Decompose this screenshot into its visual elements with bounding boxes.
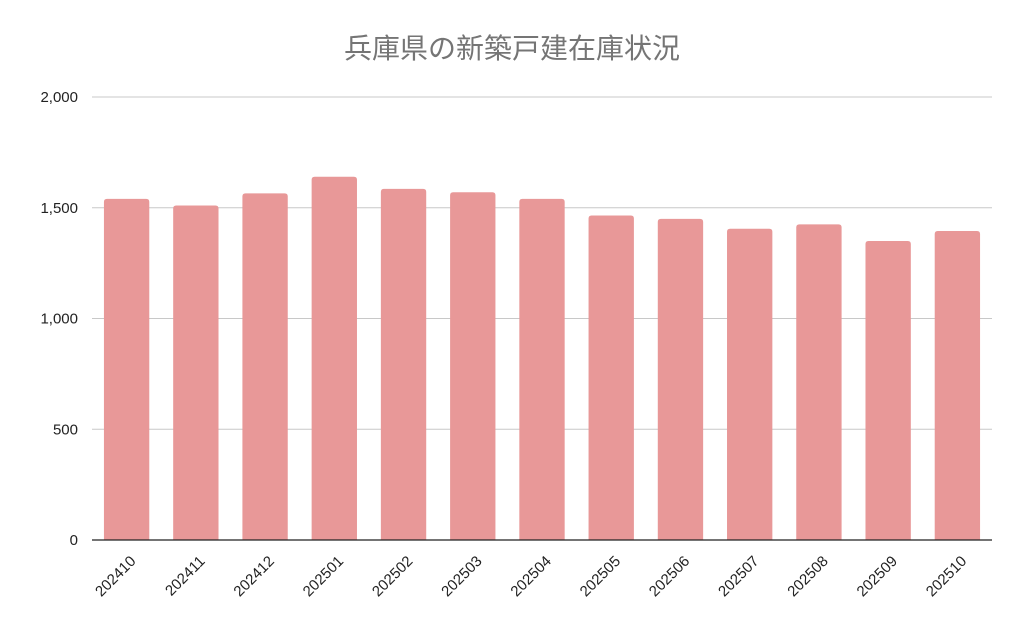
bar <box>657 218 704 540</box>
chart-title: 兵庫県の新築戸建在庫状況 <box>344 32 680 65</box>
bar <box>450 192 496 540</box>
y-tick-label: 500 <box>53 421 78 438</box>
y-axis-tick-labels: 0 500 1,000 1,500 2,000 <box>40 89 78 549</box>
y-tick-label: 2,000 <box>40 89 78 106</box>
x-tick-label: 202505 <box>577 553 624 600</box>
bar <box>242 193 288 541</box>
bar <box>173 205 219 540</box>
bar <box>934 231 981 540</box>
x-tick-label: 202411 <box>162 553 209 600</box>
bar <box>311 176 357 541</box>
y-tick-label: 1,500 <box>40 200 78 217</box>
x-tick-label: 202412 <box>230 553 277 600</box>
y-tick-label: 1,000 <box>40 311 78 328</box>
x-tick-label: 202508 <box>784 553 831 600</box>
bar <box>727 228 773 541</box>
x-axis-tick-labels: 202410 202411 202412 202501 202502 202503 2025… <box>92 553 970 600</box>
bar <box>519 198 565 540</box>
x-tick-label: 202504 <box>507 553 554 600</box>
x-tick-label: 202509 <box>854 553 901 600</box>
bar <box>796 224 842 541</box>
y-tick-label: 0 <box>70 532 78 549</box>
bars <box>103 176 981 541</box>
x-tick-label: 202507 <box>715 553 762 600</box>
x-tick-label: 202506 <box>646 553 693 600</box>
x-tick-label: 202501 <box>300 553 347 600</box>
bar <box>380 188 427 541</box>
x-tick-label: 202410 <box>92 553 139 600</box>
x-tick-label: 202503 <box>438 553 485 600</box>
x-tick-label: 202510 <box>923 553 970 600</box>
bar <box>103 198 150 540</box>
x-tick-label: 202502 <box>369 553 416 600</box>
bar <box>865 240 911 540</box>
bar <box>588 215 634 540</box>
